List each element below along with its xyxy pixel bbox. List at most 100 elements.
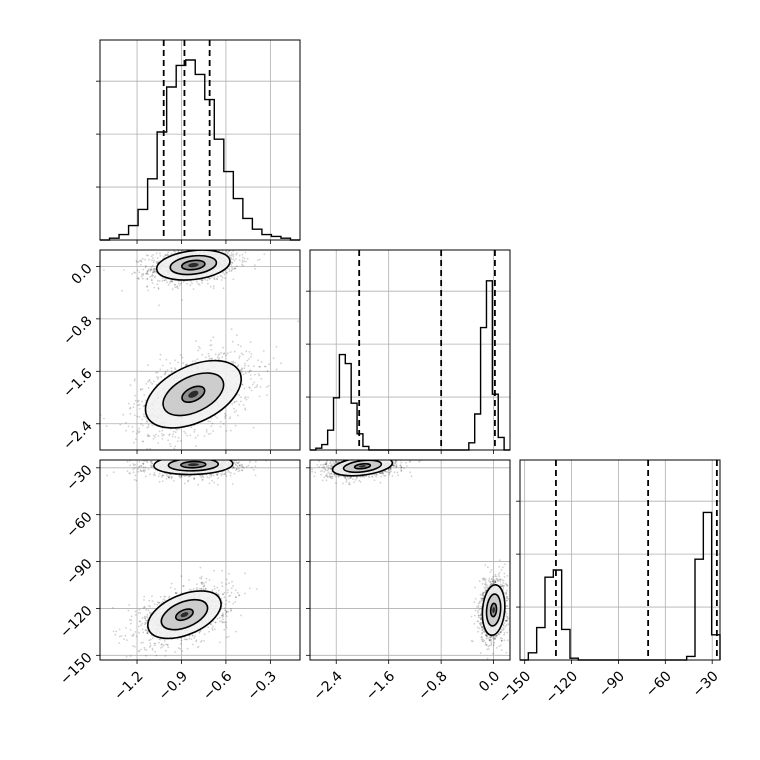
sample-point <box>197 349 200 352</box>
sample-point <box>199 630 202 632</box>
sample-point <box>196 280 198 283</box>
sample-point <box>191 634 194 637</box>
sample-point <box>254 474 257 477</box>
sample-point <box>189 448 191 450</box>
sample-point <box>125 656 128 658</box>
sample-point <box>205 455 207 457</box>
sample-point <box>230 269 233 272</box>
sample-point <box>222 346 225 349</box>
sample-point <box>142 268 145 271</box>
sample-point <box>211 422 214 425</box>
sample-point <box>180 282 182 285</box>
sample-point <box>138 430 141 433</box>
sample-point <box>230 254 233 257</box>
sample-point <box>280 362 282 365</box>
sample-point <box>222 593 224 596</box>
sample-point <box>175 455 177 457</box>
hist-panel-2: −150 −120 −90 −60 −30 <box>496 459 722 707</box>
sample-point <box>232 360 235 363</box>
sample-point <box>236 455 238 457</box>
sample-point <box>139 388 142 391</box>
sample-point <box>140 388 142 391</box>
sample-point <box>207 352 210 355</box>
sample-point <box>154 642 157 645</box>
sample-point <box>204 278 206 281</box>
sample-point <box>132 441 135 444</box>
sample-point <box>211 458 213 460</box>
sample-point <box>153 644 156 647</box>
sample-point <box>175 592 177 594</box>
sample-point <box>231 457 233 459</box>
sample-point <box>209 357 212 360</box>
sample-point <box>162 453 164 455</box>
sample-point <box>250 378 252 380</box>
sample-point <box>219 454 221 456</box>
sample-point <box>202 247 204 249</box>
sample-point <box>211 455 213 457</box>
sample-point <box>154 275 157 277</box>
sample-point <box>201 446 203 448</box>
sample-point <box>228 270 231 272</box>
sample-point <box>222 287 225 290</box>
sample-point <box>230 472 232 474</box>
sample-point <box>198 455 200 457</box>
sample-point <box>182 457 184 459</box>
sample-point <box>174 588 176 590</box>
sample-point <box>262 350 265 352</box>
sample-point <box>115 630 118 633</box>
sample-point <box>138 408 141 410</box>
sample-point <box>275 345 278 348</box>
sample-point <box>132 463 135 465</box>
sample-point <box>155 654 158 657</box>
sample-point <box>236 334 238 337</box>
sample-point <box>203 633 206 635</box>
sample-point <box>169 454 171 456</box>
sample-point <box>235 467 238 470</box>
sample-point <box>218 452 220 454</box>
sample-point <box>171 280 174 282</box>
sample-point <box>227 454 229 456</box>
sample-point <box>230 453 232 455</box>
sample-point <box>153 472 156 474</box>
sample-point <box>233 260 236 262</box>
sample-point <box>237 343 240 346</box>
sample-point <box>242 264 245 267</box>
sample-point <box>217 593 220 596</box>
sample-point <box>226 457 228 459</box>
sample-point <box>190 456 192 458</box>
sample-point <box>151 595 153 598</box>
sample-point <box>243 260 246 263</box>
sample-point <box>216 453 218 455</box>
sample-point <box>144 272 147 275</box>
sample-point <box>137 431 140 434</box>
density-peak <box>188 390 199 398</box>
sample-point <box>151 264 154 267</box>
sample-point <box>168 476 170 479</box>
sample-point <box>145 629 148 632</box>
sample-point <box>249 461 251 464</box>
sample-point <box>184 475 187 477</box>
sample-point <box>187 453 189 455</box>
sample-point <box>181 474 183 477</box>
x-tick-label: −0.6 <box>200 668 235 703</box>
sample-point <box>136 261 138 264</box>
sample-point <box>145 649 148 651</box>
sample-point <box>250 356 252 358</box>
sample-point <box>220 620 223 622</box>
panel-frame <box>519 459 721 661</box>
sample-point <box>214 621 217 624</box>
sample-point <box>173 250 175 253</box>
sample-point <box>266 394 268 396</box>
sample-point <box>222 423 225 425</box>
sample-point <box>203 455 205 457</box>
sample-point <box>177 458 179 460</box>
sample-point <box>256 384 259 387</box>
sample-point <box>126 470 129 472</box>
sample-point <box>226 453 228 455</box>
sample-point <box>124 634 127 637</box>
sample-point <box>177 250 180 253</box>
sample-point <box>217 453 219 455</box>
sample-point <box>195 455 197 457</box>
sample-point <box>238 357 241 359</box>
sample-point <box>137 399 140 402</box>
